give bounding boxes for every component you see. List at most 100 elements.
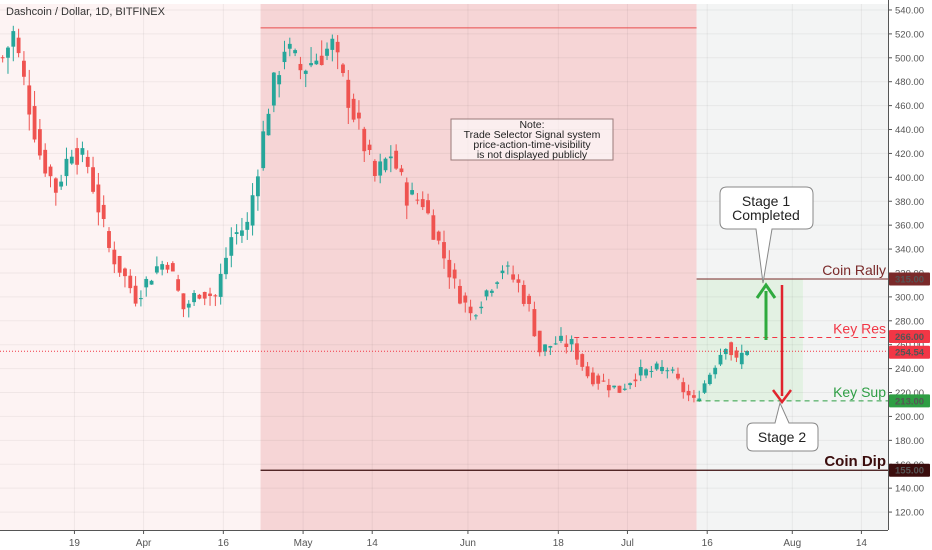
candle-body bbox=[378, 161, 383, 176]
candle-body bbox=[75, 148, 80, 165]
candle bbox=[213, 294, 218, 307]
candle-body bbox=[452, 269, 457, 279]
candle bbox=[511, 265, 516, 283]
candle bbox=[404, 177, 409, 220]
candle bbox=[53, 177, 58, 206]
candles bbox=[0, 25, 750, 403]
candle-body bbox=[649, 370, 654, 372]
candle bbox=[628, 382, 633, 390]
price-badge bbox=[889, 463, 930, 477]
candle-body bbox=[580, 354, 585, 367]
candle-body bbox=[404, 182, 409, 206]
candle bbox=[27, 69, 32, 131]
candle-body bbox=[500, 270, 505, 274]
candle bbox=[325, 42, 329, 61]
time-tick-label: 14 bbox=[856, 538, 868, 549]
candle bbox=[436, 230, 441, 245]
candle bbox=[96, 172, 101, 226]
candle bbox=[32, 90, 37, 143]
candle bbox=[596, 373, 601, 390]
candle-body bbox=[473, 315, 478, 317]
price-badge bbox=[889, 330, 930, 344]
candle-body bbox=[64, 158, 69, 177]
candle-body bbox=[367, 144, 372, 150]
candle-body bbox=[702, 383, 707, 393]
candle-body bbox=[410, 190, 415, 195]
candle-body bbox=[489, 290, 494, 293]
candle-body bbox=[686, 390, 691, 396]
candle bbox=[495, 281, 500, 289]
candle-body bbox=[80, 148, 85, 155]
price-tick-label: 520.00 bbox=[895, 29, 924, 40]
candle-body bbox=[559, 335, 563, 341]
candle-body bbox=[197, 294, 202, 299]
candle bbox=[351, 93, 356, 123]
candle bbox=[144, 276, 149, 297]
time-tick-label: Jul bbox=[621, 538, 634, 549]
candle bbox=[702, 380, 707, 394]
candle-body bbox=[16, 37, 21, 54]
stage1-label: Stage 1 bbox=[742, 193, 790, 209]
candle bbox=[0, 55, 5, 63]
candle-body bbox=[431, 215, 436, 240]
price-tick-label: 280.00 bbox=[895, 316, 924, 327]
candle bbox=[309, 47, 313, 68]
annotations: Note: Trade Selector Signal system price… bbox=[450, 118, 819, 452]
candle bbox=[357, 100, 361, 130]
candle bbox=[282, 40, 287, 70]
candle-body bbox=[527, 295, 531, 304]
candle-body bbox=[665, 370, 670, 372]
candle-body bbox=[213, 295, 218, 297]
candle-body bbox=[548, 345, 553, 348]
candle-body bbox=[160, 264, 165, 270]
candle-body bbox=[622, 388, 627, 390]
candle-body bbox=[27, 85, 32, 115]
time-tick-label: Apr bbox=[136, 538, 152, 549]
candle-body bbox=[442, 242, 446, 259]
candle bbox=[521, 280, 526, 307]
candle bbox=[11, 25, 16, 62]
candle bbox=[367, 139, 372, 155]
candle bbox=[101, 195, 106, 228]
candle bbox=[6, 46, 10, 74]
candle-body bbox=[11, 31, 16, 47]
price-badge bbox=[889, 272, 930, 286]
price-badge-label: 254.54 bbox=[895, 348, 925, 359]
candle bbox=[612, 385, 617, 389]
candle-body bbox=[128, 275, 133, 289]
candle bbox=[601, 373, 606, 382]
candle-body bbox=[250, 195, 255, 226]
candle-body bbox=[346, 79, 351, 108]
candle bbox=[170, 261, 175, 272]
candle-body bbox=[202, 291, 207, 299]
note-line: Trade Selector Signal system bbox=[464, 129, 601, 141]
candle bbox=[266, 108, 271, 136]
candle-body bbox=[692, 395, 696, 398]
candle-body bbox=[218, 273, 223, 297]
time-tick-label: Aug bbox=[783, 538, 801, 549]
candle bbox=[527, 293, 531, 312]
candle-body bbox=[85, 156, 90, 167]
candle-body bbox=[341, 64, 345, 74]
candle bbox=[622, 383, 627, 391]
candle bbox=[271, 71, 276, 113]
candle-body bbox=[282, 51, 287, 63]
candle bbox=[154, 256, 159, 275]
candle bbox=[69, 149, 74, 165]
candle bbox=[543, 344, 547, 357]
candle bbox=[91, 156, 95, 194]
candle-body bbox=[697, 398, 702, 401]
candle-body bbox=[745, 350, 750, 355]
candle bbox=[580, 353, 585, 371]
candle bbox=[431, 209, 436, 240]
candle bbox=[319, 40, 324, 66]
candle bbox=[388, 145, 393, 173]
candle bbox=[64, 147, 69, 186]
candle-body bbox=[154, 266, 159, 273]
candle bbox=[473, 314, 478, 320]
candle bbox=[692, 389, 696, 403]
candle bbox=[75, 137, 80, 175]
candle bbox=[426, 193, 430, 215]
candle bbox=[559, 327, 563, 344]
candle-body bbox=[734, 350, 739, 358]
